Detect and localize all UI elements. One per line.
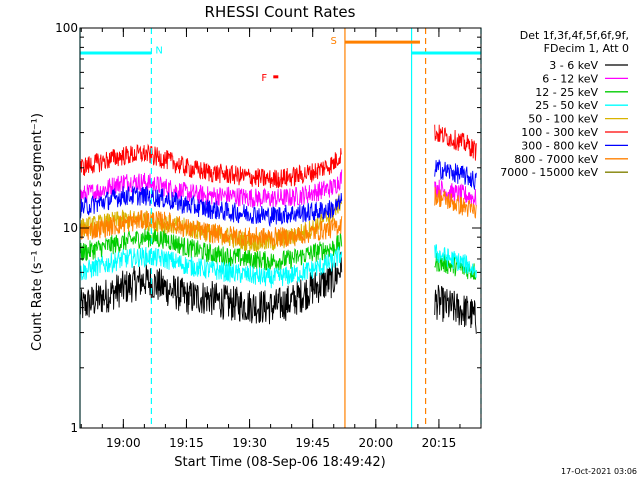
x-axis: 19:00 19:15 19:30 19:45 20:00 20:15 (80, 28, 482, 450)
series-line-5-seg-1 (434, 124, 477, 161)
series-line-0-seg-0 (80, 251, 343, 325)
legend-label: 7000 - 15000 keV (500, 166, 598, 179)
series-line-6-seg-0 (80, 186, 343, 228)
flare-marker (273, 75, 279, 79)
y-axis: 1 10 100 (55, 21, 481, 435)
annotation-layer: N S F (155, 36, 337, 84)
y-tick-label: 100 (55, 21, 78, 35)
x-axis-label: Start Time (08-Sep-06 18:49:42) (174, 455, 385, 470)
x-tick-label: 20:00 (359, 436, 394, 450)
series-line-7-seg-1 (434, 186, 477, 219)
x-tick-label: 19:00 (106, 436, 141, 450)
series-line-1-seg-1 (434, 179, 477, 206)
x-tick-label: 20:15 (422, 436, 457, 450)
legend: Det 1f,3f,4f,5f,6f,9f,FDecim 1, Att 0 3 -… (500, 29, 629, 179)
legend-header-line: Det 1f,3f,4f,5f,6f,9f, (520, 29, 629, 42)
series-line-7-seg-0 (80, 210, 343, 248)
y-axis-label: Count Rate (s⁻¹ detector segment⁻¹) (30, 113, 45, 351)
x-tick-label: 19:30 (232, 436, 267, 450)
legend-label: 800 - 7000 keV (514, 153, 598, 166)
legend-label: 6 - 12 keV (542, 72, 598, 85)
series-line-0-seg-1 (434, 284, 477, 334)
y-tick-label: 10 (63, 221, 78, 235)
annotation-n: N (155, 46, 162, 57)
annotation-s: S (331, 36, 337, 47)
legend-label: 12 - 25 keV (535, 86, 598, 99)
generation-timestamp: 17-Oct-2021 03:06 (561, 467, 637, 476)
series-line-5-seg-0 (80, 143, 342, 189)
series-line-3-seg-0 (80, 245, 343, 289)
chart-title: RHESSI Count Rates (205, 3, 356, 21)
series-line-1-seg-0 (80, 169, 343, 208)
legend-label: 25 - 50 keV (535, 99, 598, 112)
legend-label: 300 - 800 keV (521, 139, 598, 152)
series-line-6-seg-1 (434, 159, 477, 190)
series-layer (80, 124, 477, 334)
series-line-3-seg-1 (434, 244, 477, 278)
y-tick-label: 1 (70, 421, 78, 435)
annotation-f: F (261, 73, 267, 84)
legend-label: 100 - 300 keV (521, 126, 598, 139)
x-tick-label: 19:45 (295, 436, 330, 450)
x-tick-label: 19:15 (169, 436, 204, 450)
legend-label: 50 - 100 keV (528, 113, 598, 126)
legend-label: 3 - 6 keV (549, 59, 598, 72)
legend-header-line: FDecim 1, Att 0 (544, 42, 629, 55)
